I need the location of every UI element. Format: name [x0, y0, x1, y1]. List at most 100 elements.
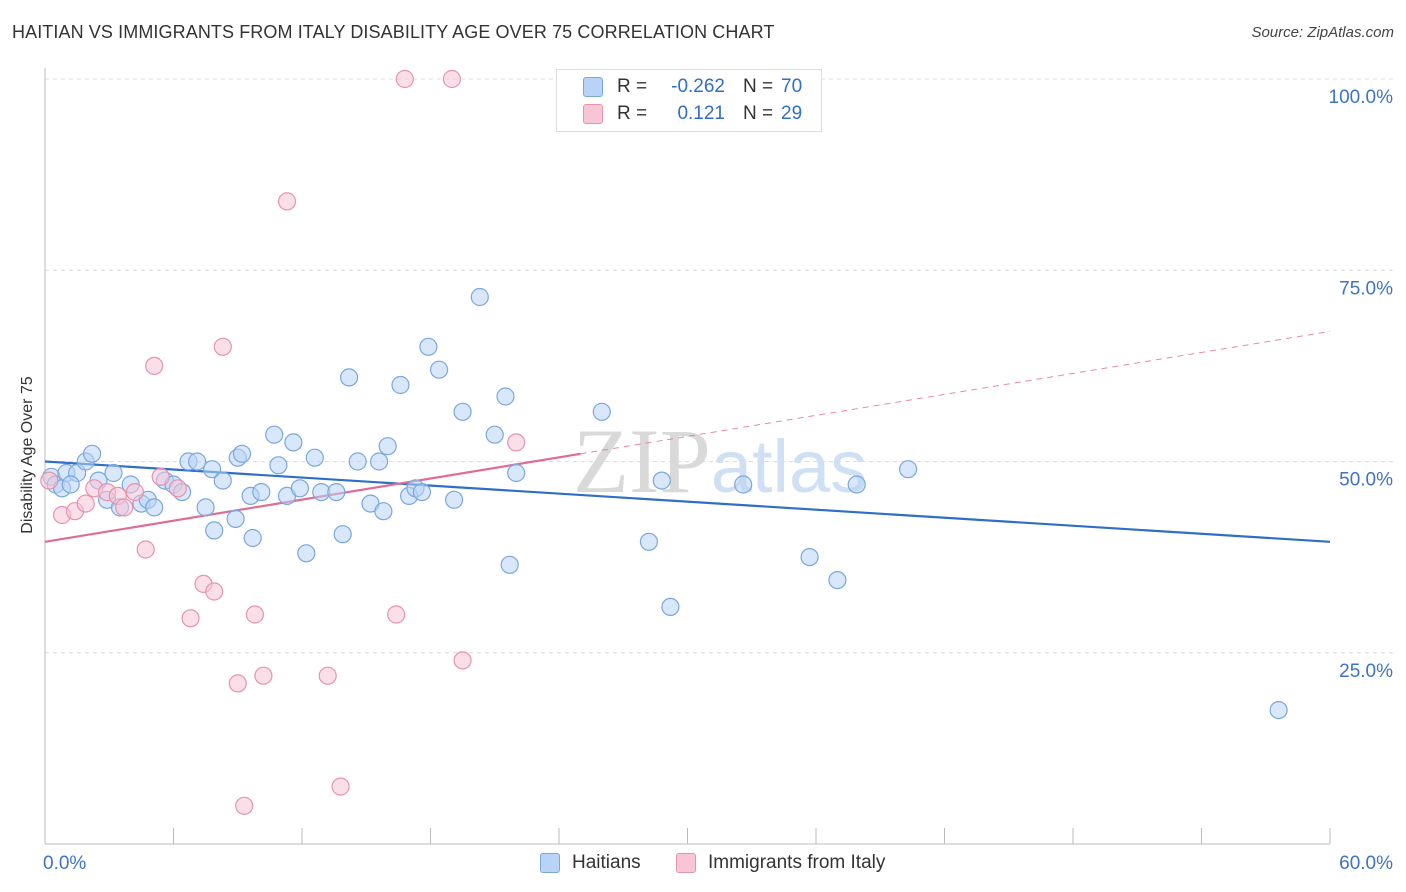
legend-label-haitians: Haitians: [572, 852, 641, 873]
haitian-point: [205, 521, 224, 540]
italy-point: [387, 605, 406, 624]
italy-point: [40, 471, 59, 490]
haitian-point: [391, 375, 410, 395]
italy-point: [395, 69, 414, 89]
haitian-point: [327, 483, 346, 502]
axis-labels: 25.0% 50.0% 75.0% 100.0% 0.0% 60.0%: [43, 87, 1393, 874]
haitian-point: [284, 433, 303, 452]
haitian-point: [232, 444, 252, 463]
haitian-point: [203, 460, 222, 479]
haitian-point: [828, 570, 847, 590]
italy-swatch: [676, 853, 696, 873]
haitian-point: [348, 452, 367, 471]
haitian-point: [305, 448, 324, 467]
haitian-point: [82, 444, 102, 463]
italy-point: [442, 69, 461, 89]
italy-point: [254, 666, 273, 685]
italy-point: [205, 582, 224, 601]
italy-point: [507, 433, 526, 452]
haitian-point: [243, 528, 262, 548]
italy-point: [151, 467, 170, 486]
n-label: N =: [743, 76, 774, 97]
grid-lines: [45, 78, 1393, 654]
haitian-point: [661, 597, 680, 617]
italy-point: [213, 337, 232, 356]
x-tick-label: 0.0%: [43, 853, 86, 874]
italy-point: [115, 498, 134, 517]
haitian-point: [639, 532, 659, 551]
italy-point: [145, 356, 164, 375]
italy-point: [245, 605, 264, 624]
haitian-point: [470, 287, 489, 307]
haitian-point: [412, 483, 431, 502]
r-label: R =: [617, 76, 648, 97]
italy-point: [181, 609, 200, 628]
haitian-point: [269, 456, 288, 475]
italy-trend-line-extension: [580, 330, 1331, 455]
haitian-point: [196, 498, 215, 517]
haitian-point: [445, 490, 464, 509]
italy-point: [125, 483, 144, 502]
n-label: N =: [743, 103, 774, 124]
haitian-point: [145, 498, 164, 517]
haitian-point: [252, 483, 271, 502]
haitian-point: [800, 547, 819, 567]
italy-point: [76, 494, 95, 513]
haitian-point: [485, 425, 504, 444]
italy-trend-line: [44, 452, 581, 543]
legend-label-italy: Immigrants from Italy: [708, 852, 886, 873]
haitians-swatch: [540, 853, 560, 873]
italy-point: [318, 666, 337, 685]
haitian-point: [419, 337, 438, 356]
y-tick-label: 100.0%: [1329, 87, 1394, 108]
haitian-point: [652, 471, 671, 490]
haitian-point: [104, 463, 123, 483]
data-points: [40, 69, 1288, 815]
haitian-point: [592, 402, 611, 421]
haitian-point: [500, 555, 519, 574]
haitian-point: [378, 437, 397, 456]
italy-swatch: [583, 104, 603, 124]
haitian-point: [507, 463, 526, 483]
trend-lines: [44, 330, 1331, 543]
italy-point: [453, 651, 472, 670]
legend-row-italy: R = 0.121 N = 29: [583, 103, 802, 125]
italy-point: [136, 540, 155, 559]
italy-point: [277, 192, 297, 211]
y-tick-label: 50.0%: [1339, 470, 1393, 491]
haitian-point: [213, 471, 232, 490]
italy-point: [228, 674, 247, 693]
haitian-point: [734, 475, 753, 494]
haitian-point: [453, 402, 472, 421]
haitian-point: [290, 479, 309, 498]
haitian-point: [340, 368, 359, 387]
haitian-point: [297, 544, 316, 563]
italy-point: [331, 777, 350, 796]
r-value: 0.121: [677, 103, 725, 124]
haitians-swatch: [583, 77, 603, 97]
axes: [44, 68, 1331, 845]
italy-point: [168, 479, 187, 498]
haitian-point: [265, 425, 284, 444]
haitian-point: [847, 475, 866, 494]
n-value: 29: [781, 103, 803, 124]
haitian-point: [226, 509, 245, 529]
haitian-point: [1269, 700, 1288, 720]
haitian-point: [370, 452, 389, 471]
haitian-point: [898, 460, 918, 479]
y-tick-label: 25.0%: [1339, 661, 1393, 682]
legend-item-italy: Immigrants from Italy: [676, 852, 885, 874]
chart-source: Source: ZipAtlas.com: [1251, 24, 1394, 41]
italy-point: [235, 796, 254, 815]
r-value: -0.262: [671, 76, 725, 97]
haitian-point: [188, 452, 207, 471]
watermark-atlas: atlas: [711, 425, 867, 508]
x-tick-label: 60.0%: [1339, 853, 1393, 874]
y-tick-label: 75.0%: [1339, 278, 1393, 299]
legend-item-haitians: Haitians: [540, 852, 641, 874]
n-value: 70: [781, 76, 803, 97]
haitian-point: [496, 387, 515, 406]
haitian-point: [333, 525, 352, 544]
haitians-trend-line: [44, 460, 1331, 543]
